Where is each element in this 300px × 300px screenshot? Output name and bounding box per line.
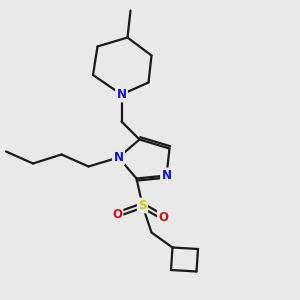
Text: O: O (158, 211, 169, 224)
Text: S: S (138, 199, 147, 212)
Text: N: N (113, 151, 124, 164)
Text: N: N (161, 169, 172, 182)
Text: N: N (116, 88, 127, 101)
Text: O: O (112, 208, 122, 221)
